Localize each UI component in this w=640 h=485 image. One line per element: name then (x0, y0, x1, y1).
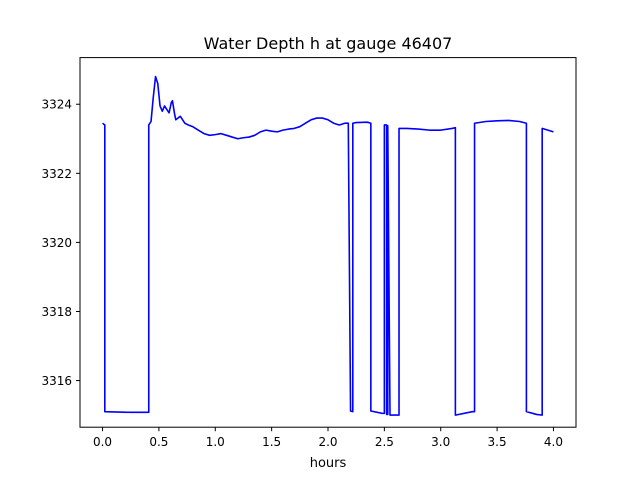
x-tick-label: 4.0 (544, 435, 563, 449)
x-tick-label: 3.5 (488, 435, 507, 449)
y-tick-label: 3322 (41, 167, 72, 181)
x-axis-label: hours (310, 456, 347, 471)
x-tick-label: 0.5 (149, 435, 168, 449)
y-tick-label: 3320 (41, 236, 72, 250)
x-tick-label: 2.5 (375, 435, 394, 449)
y-tick-label: 3318 (41, 305, 72, 319)
x-tick-label: 1.5 (262, 435, 281, 449)
x-tick-label: 3.0 (431, 435, 450, 449)
x-tick-label: 1.0 (206, 435, 225, 449)
x-tick-label: 2.0 (318, 435, 337, 449)
series-line-0 (102, 75, 554, 416)
x-tick-label: 0.0 (93, 435, 112, 449)
y-tick-label: 3324 (41, 98, 72, 112)
y-tick-label: 3316 (41, 374, 72, 388)
chart-title: Water Depth h at gauge 46407 (204, 34, 453, 53)
axis-ticks: 0.0 0.5 1.0 1.5 2.0 2.5 3.0 3.5 4.0 3316 3318 3320 3… (41, 98, 563, 449)
plot-area (102, 75, 554, 416)
